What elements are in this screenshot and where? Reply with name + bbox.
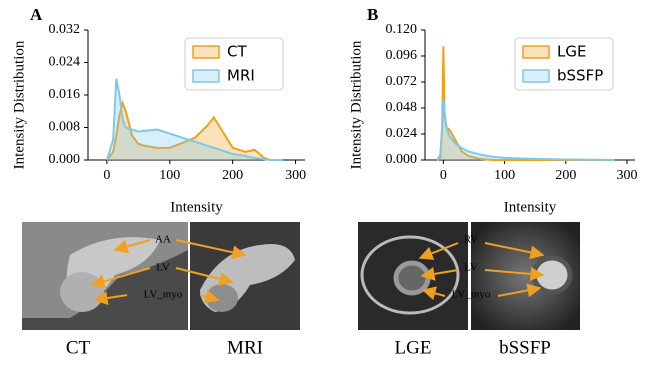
density-area [107,79,283,160]
lge-image [358,222,468,330]
figure: A 0.000 0.008 0.016 0.024 0.032 0 100 200 300 Inte… [0,0,646,360]
image-caption: bSSFP [499,337,551,358]
legend-label: bSSFP [557,67,603,85]
x-tick-label: 200 [222,168,243,183]
density-area [437,99,615,160]
legend-label: CT [227,43,247,61]
legend-swatch [523,46,549,58]
y-tick-label: 0.024 [49,55,81,70]
annotation-label: LV_myo [144,289,183,301]
x-axis-label: Intensity [170,199,223,215]
y-tick-label: 0.048 [386,100,418,115]
image-caption: MRI [227,337,263,358]
y-tick-label: 0.120 [386,22,418,37]
y-tick-label: 0.000 [49,152,81,167]
y-axis-label: Intensity Distribution [11,40,27,169]
x-tick-label: 100 [494,168,515,183]
y-tick-label: 0.032 [49,22,81,37]
y-tick-label: 0.000 [386,152,418,167]
y-tick-label: 0.016 [49,87,81,102]
y-tick-label: 0.008 [49,120,81,135]
legend-swatch [523,70,549,82]
panel-label: B [367,5,378,24]
y-axis-label: Intensity Distribution [348,40,364,169]
y-tick-label: 0.072 [386,74,418,89]
x-tick-label: 200 [555,168,576,183]
y-tick-label: 0.096 [386,48,418,63]
y-tick-label: 0.024 [386,126,418,141]
x-axis-label: Intensity [504,199,557,215]
bssfp-image [471,222,580,330]
panel-label: A [30,5,43,24]
annotation-label: LV [464,262,478,274]
legend-swatch [193,46,219,58]
annotation-label: LV [156,262,170,274]
legend-label: LGE [557,43,586,61]
annotation-label: LV_myo [452,289,491,301]
x-tick-label: 300 [285,168,306,183]
legend-label: MRI [227,67,255,85]
annotation-label: RV [464,234,478,246]
annotation-label: AA [155,234,171,246]
x-tick-label: 100 [159,168,180,183]
image-caption: LGE [395,337,432,358]
x-tick-label: 300 [617,168,638,183]
image-caption: CT [66,337,91,358]
legend-swatch [193,70,219,82]
x-tick-label: 0 [103,168,110,183]
x-tick-label: 0 [440,168,447,183]
